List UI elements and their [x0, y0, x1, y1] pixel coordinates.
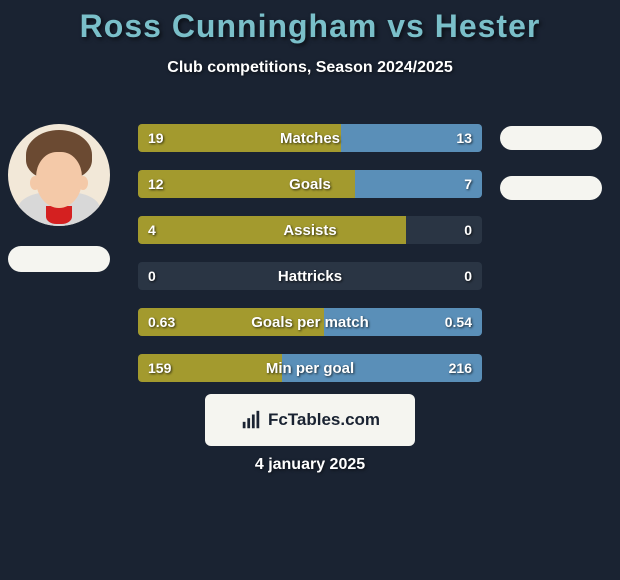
stat-bar-right — [324, 308, 482, 336]
stat-row: 0Hattricks0 — [138, 262, 482, 290]
stat-row: 159Min per goal216 — [138, 354, 482, 382]
stat-row: 19Matches13 — [138, 124, 482, 152]
stat-value-right: 0 — [464, 216, 472, 244]
branding-text: FcTables.com — [268, 410, 380, 430]
player-right-name-pill-2 — [500, 176, 602, 200]
stat-bar-right — [341, 124, 482, 152]
comparison-subtitle: Club competitions, Season 2024/2025 — [0, 59, 620, 77]
stats-panel: 19Matches1312Goals74Assists00Hattricks00… — [138, 124, 482, 400]
branding-badge: FcTables.com — [205, 394, 415, 446]
stat-row: 4Assists0 — [138, 216, 482, 244]
stat-value-right: 0 — [464, 262, 472, 290]
stat-bar-left — [138, 308, 324, 336]
stat-bar-right — [282, 354, 482, 382]
player-right-block — [500, 126, 602, 200]
stat-label: Hattricks — [138, 262, 482, 290]
player-left-avatar — [8, 124, 110, 226]
player-left-block — [8, 124, 110, 272]
comparison-title: Ross Cunningham vs Hester — [0, 8, 620, 45]
stat-bar-left — [138, 216, 406, 244]
stat-bar-right — [355, 170, 482, 198]
stat-bar-left — [138, 170, 355, 198]
stat-row: 12Goals7 — [138, 170, 482, 198]
stat-bar-left — [138, 124, 341, 152]
stat-bar-left — [138, 354, 282, 382]
comparison-date: 4 january 2025 — [0, 456, 620, 474]
chart-icon — [240, 409, 262, 431]
player-left-name-pill — [8, 246, 110, 272]
player-right-name-pill-1 — [500, 126, 602, 150]
stat-row: 0.63Goals per match0.54 — [138, 308, 482, 336]
stat-value-left: 0 — [148, 262, 156, 290]
